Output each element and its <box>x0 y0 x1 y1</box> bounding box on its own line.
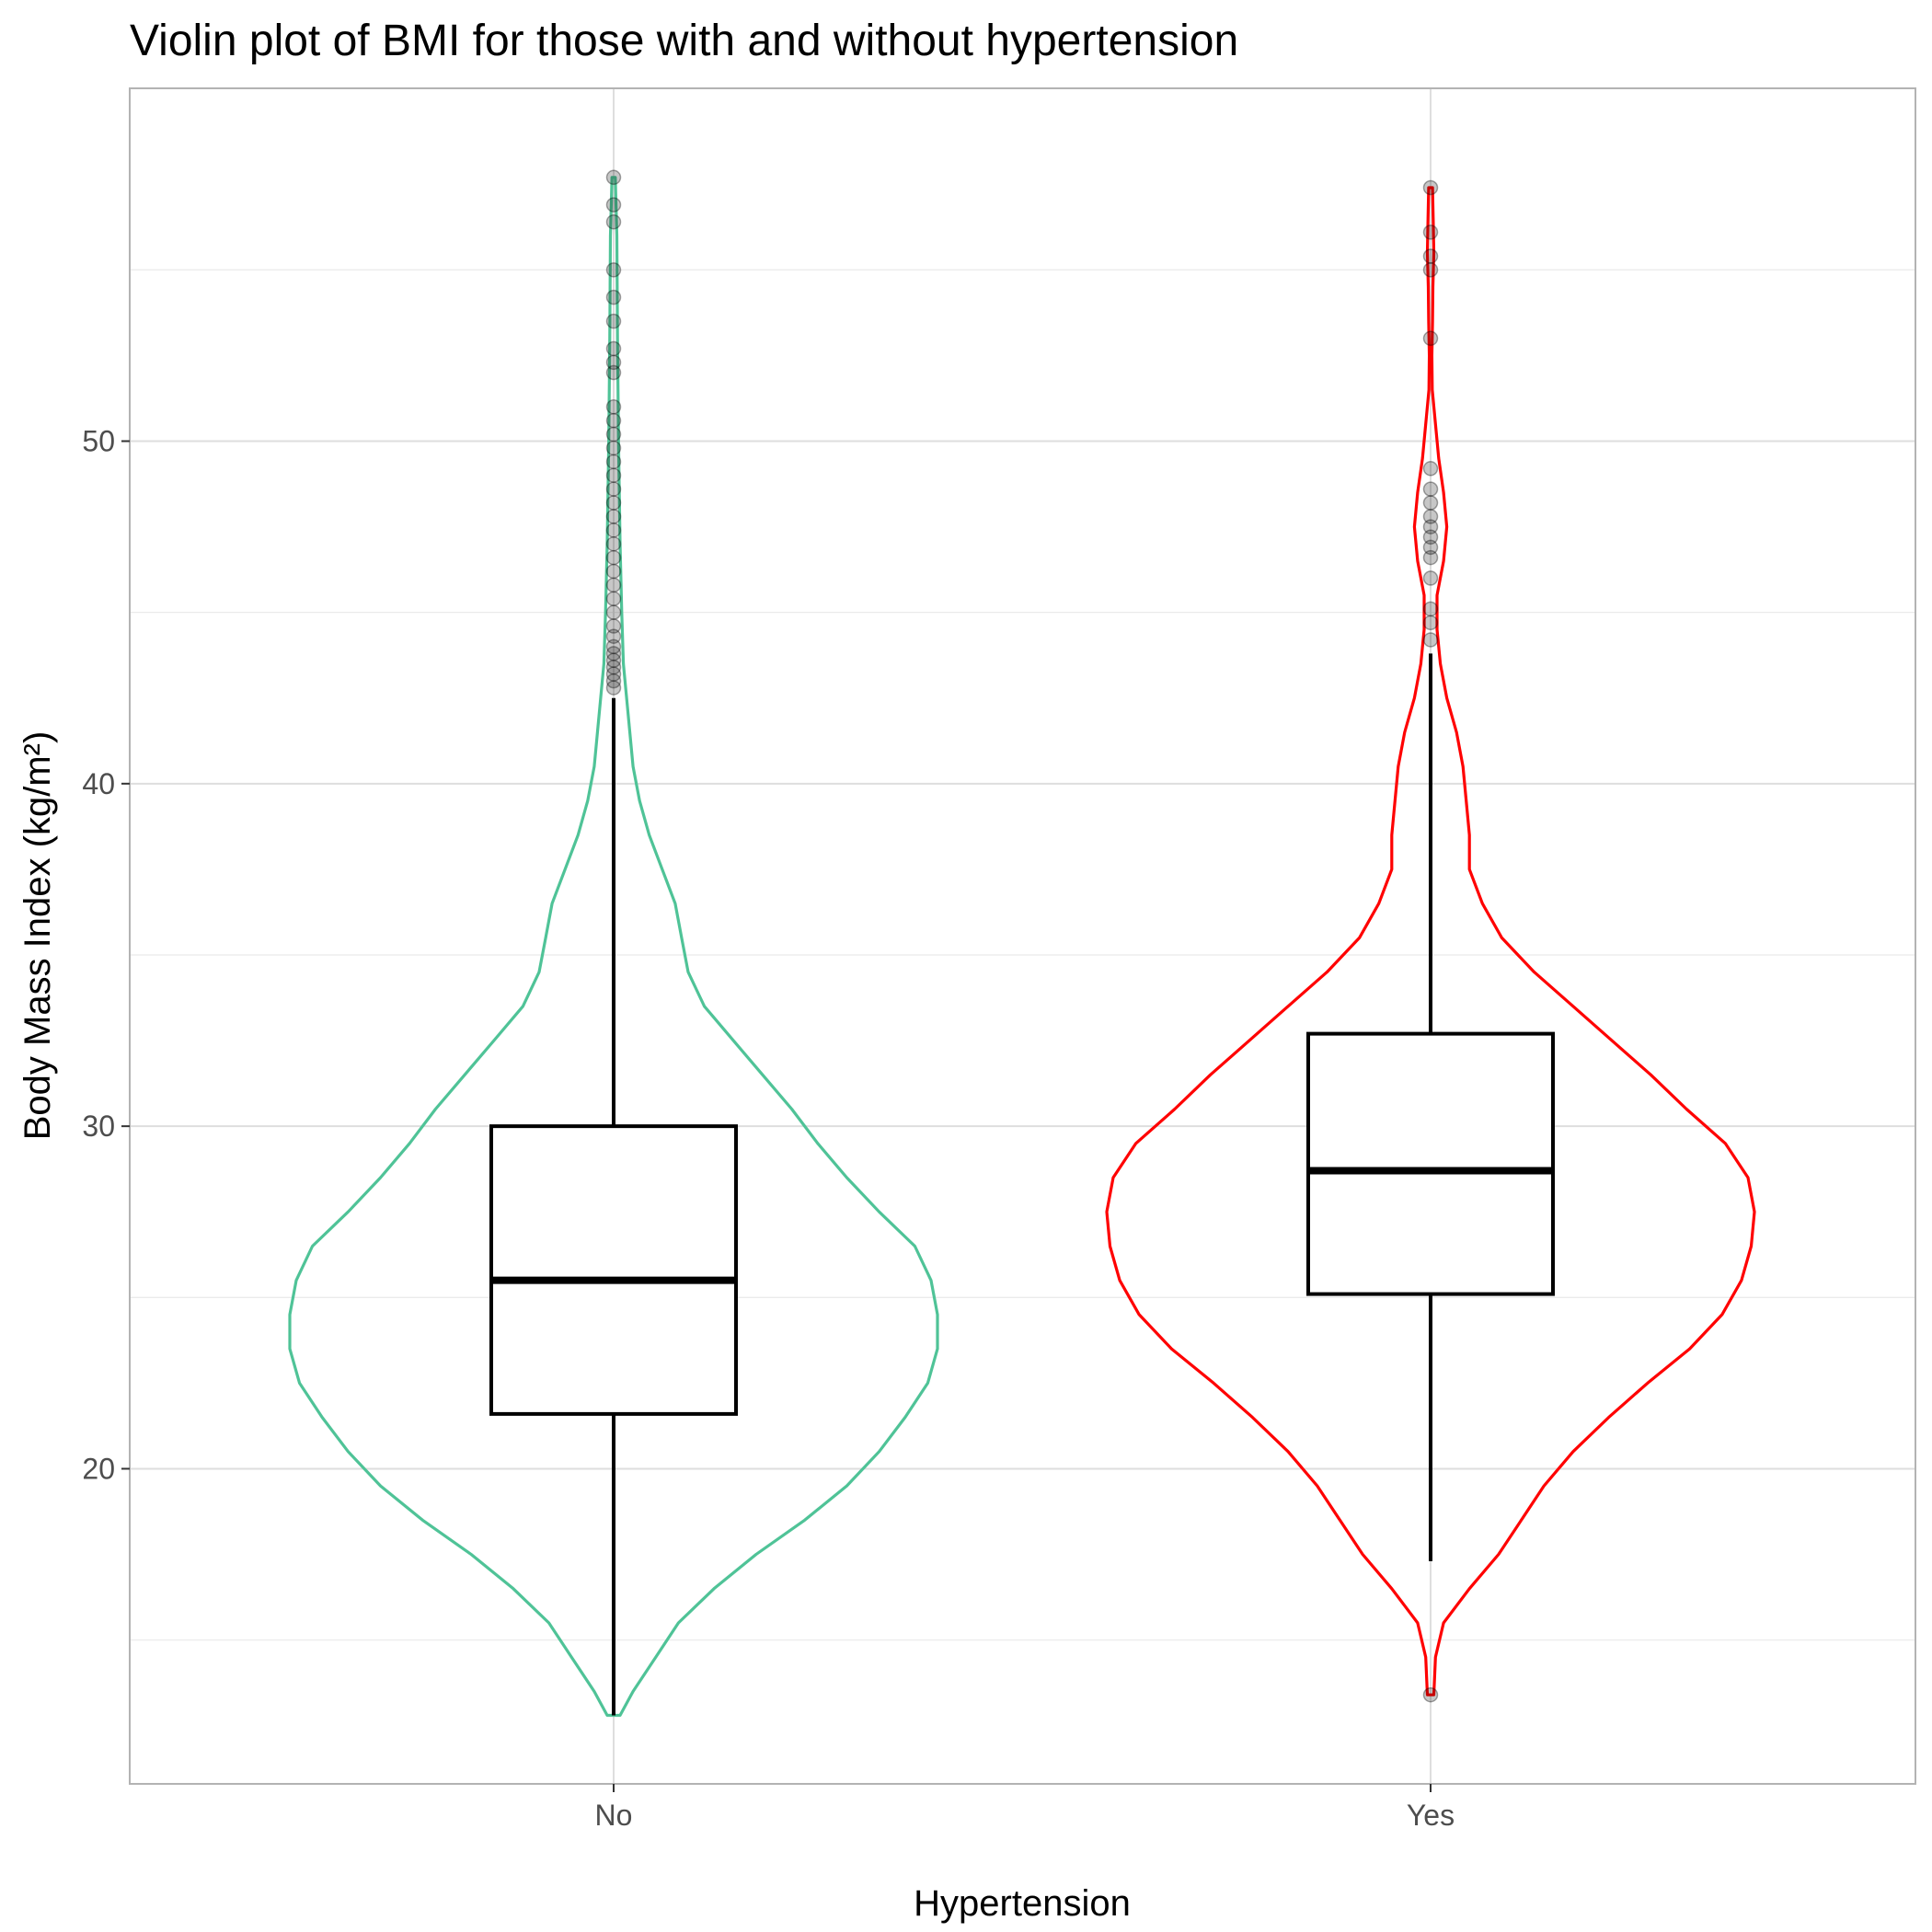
outlier-point-no <box>605 313 622 329</box>
outlier-point-yes <box>1422 570 1439 586</box>
x-tick-labels: No Yes <box>595 1784 1455 1832</box>
outlier-point-no <box>605 563 622 580</box>
outlier-point-yes <box>1422 461 1439 477</box>
outlier-point-no <box>605 523 622 538</box>
outlier-point-yes <box>1422 248 1439 264</box>
outlier-point-yes <box>1422 529 1439 545</box>
outlier-point-no <box>605 354 622 371</box>
outlier-point-no <box>605 169 622 186</box>
outlier-points <box>605 169 1439 1703</box>
outlier-point-yes <box>1422 224 1439 240</box>
outlier-point-no <box>605 440 622 456</box>
y-tick-label: 20 <box>82 1452 115 1485</box>
y-tick-label: 40 <box>82 767 115 800</box>
outlier-point-no <box>605 680 622 696</box>
outlier-point-no <box>605 577 622 593</box>
outlier-point-no <box>605 509 622 524</box>
outlier-point-no <box>605 426 622 443</box>
y-tick-label: 50 <box>82 424 115 457</box>
outlier-point-yes <box>1422 495 1439 511</box>
outlier-point-yes <box>1422 262 1439 278</box>
outlier-point-no <box>605 638 622 655</box>
plot-panel-border <box>129 87 1916 1785</box>
x-tick-label-no: No <box>595 1799 633 1832</box>
outlier-point-no <box>605 618 622 634</box>
outlier-point-yes <box>1422 601 1439 617</box>
y-tick-label: 30 <box>82 1110 115 1143</box>
outlier-point-yes <box>1422 615 1439 631</box>
violin-yes <box>1105 186 1756 1696</box>
outlier-point-no <box>605 197 622 213</box>
outlier-point-no <box>605 412 622 429</box>
outlier-point-no <box>605 646 622 661</box>
box-yes <box>1306 1031 1555 1296</box>
boxplots <box>489 653 1555 1716</box>
outlier-point-no <box>605 604 622 620</box>
outlier-point-no <box>605 262 622 278</box>
outlier-point-yes <box>1422 509 1439 524</box>
outlier-point-yes <box>1422 330 1439 347</box>
outlier-point-no <box>605 673 622 689</box>
y-axis-title: Body Mass Index (kg/m²) <box>17 731 58 1141</box>
outlier-point-no <box>605 289 622 305</box>
outlier-point-no <box>605 535 622 552</box>
outlier-point-no <box>605 495 622 511</box>
outlier-point-no <box>605 364 622 381</box>
outlier-point-yes <box>1422 549 1439 566</box>
outlier-point-no <box>605 549 622 566</box>
box-no <box>489 1124 738 1416</box>
plot-panel <box>130 88 1915 1784</box>
x-tick-label-yes: Yes <box>1407 1799 1455 1832</box>
outlier-point-yes <box>1422 1686 1439 1703</box>
y-tick-labels: 20 30 40 50 <box>82 424 130 1485</box>
x-axis-title: Hypertension <box>914 1883 1131 1924</box>
outlier-point-no <box>605 213 622 230</box>
outlier-point-no <box>605 467 622 483</box>
outlier-point-no <box>605 666 622 682</box>
chart-title: Violin plot of BMI for those with and wi… <box>130 17 1238 65</box>
outlier-point-no <box>605 652 622 669</box>
outlier-point-yes <box>1422 632 1439 648</box>
outlier-point-no <box>605 628 622 644</box>
outlier-point-yes <box>1422 481 1439 497</box>
violin-no <box>288 176 939 1718</box>
outlier-point-no <box>605 399 622 415</box>
outlier-point-yes <box>1422 539 1439 556</box>
outlier-point-no <box>605 659 622 675</box>
violins <box>288 176 1756 1718</box>
outlier-point-yes <box>1422 179 1439 196</box>
outlier-point-yes <box>1422 519 1439 535</box>
outlier-point-no <box>605 454 622 470</box>
outlier-point-no <box>605 481 622 497</box>
outlier-point-no <box>605 591 622 607</box>
outlier-point-no <box>605 340 622 357</box>
